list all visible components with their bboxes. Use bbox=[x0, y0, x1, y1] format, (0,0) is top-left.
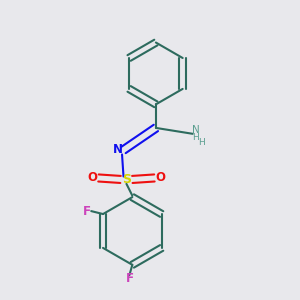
Text: O: O bbox=[88, 172, 98, 184]
Text: F: F bbox=[125, 272, 134, 285]
Text: N: N bbox=[192, 125, 200, 135]
Text: N: N bbox=[112, 143, 123, 157]
Text: F: F bbox=[83, 205, 91, 218]
Text: H: H bbox=[198, 138, 205, 147]
Text: S: S bbox=[122, 173, 131, 186]
Text: H: H bbox=[192, 133, 199, 142]
Text: O: O bbox=[155, 172, 165, 184]
